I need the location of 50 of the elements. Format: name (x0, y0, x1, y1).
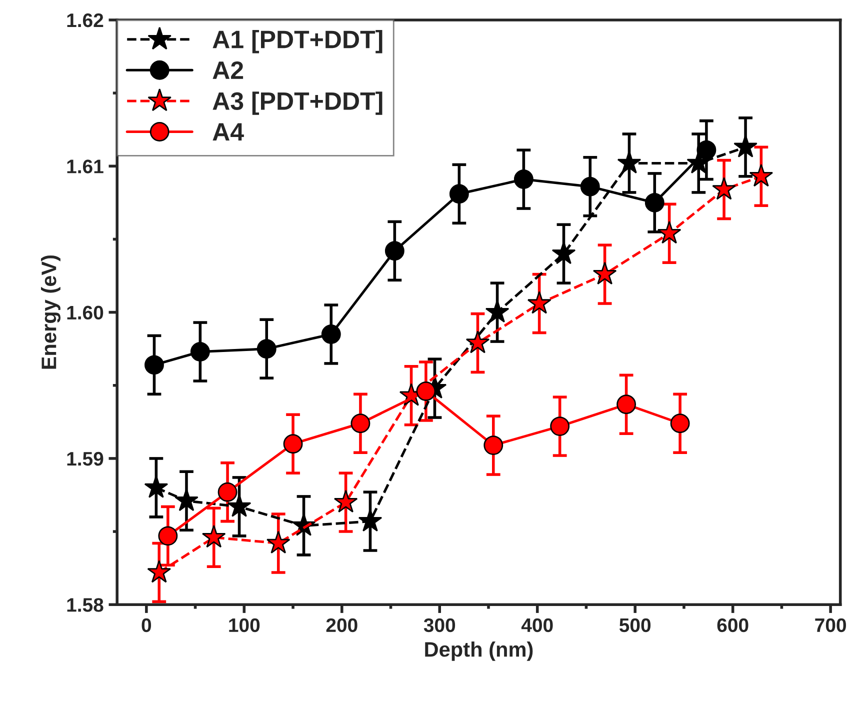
point (321, 324, 341, 344)
point (466, 330, 490, 354)
legend-label: A3 [PDT+DDT] (212, 92, 382, 115)
point (734, 134, 758, 158)
y-tick-label: 1.60 (67, 306, 104, 320)
legend-label: A2 (212, 61, 244, 79)
point (592, 262, 617, 285)
x-tick-label: 200 (326, 618, 358, 632)
point (350, 414, 370, 434)
x-tick-label: 700 (815, 618, 846, 632)
point (749, 164, 774, 187)
point (484, 436, 504, 456)
x-tick-label: 400 (521, 618, 553, 632)
point (147, 560, 172, 583)
y-tick-label: 1.62 (67, 13, 104, 28)
y-tick-label: 1.58 (67, 598, 104, 612)
point (174, 488, 198, 512)
point (449, 184, 469, 204)
point (384, 241, 404, 261)
x-tick-label: 300 (424, 618, 456, 632)
legend-label: A4 (212, 123, 244, 140)
point (696, 140, 716, 160)
y-tick-label: 1.61 (67, 160, 104, 174)
point (712, 177, 736, 200)
point (218, 482, 238, 502)
point (550, 416, 570, 436)
x-tick-label: 0 (142, 618, 152, 632)
point (670, 414, 690, 434)
point (202, 524, 226, 548)
point (616, 394, 636, 414)
point (334, 490, 358, 513)
point (158, 526, 178, 546)
x-tick-label: 500 (619, 618, 651, 632)
point (266, 530, 290, 554)
point (657, 220, 682, 244)
y-axis-title: Energy (eV) (40, 255, 61, 369)
point (416, 382, 436, 401)
x-tick-label: 600 (717, 618, 748, 632)
point (644, 192, 664, 212)
legend-label: A1 [PDT+DDT] (212, 30, 382, 54)
point (514, 170, 534, 190)
point (144, 355, 164, 375)
point (283, 434, 303, 454)
point (527, 291, 552, 314)
point (256, 339, 276, 359)
point (580, 176, 600, 196)
point (190, 342, 210, 362)
x-tick-label: 100 (229, 618, 260, 632)
y-tick-label: 1.59 (67, 452, 104, 466)
x-axis-title: Depth (nm) (425, 642, 533, 661)
